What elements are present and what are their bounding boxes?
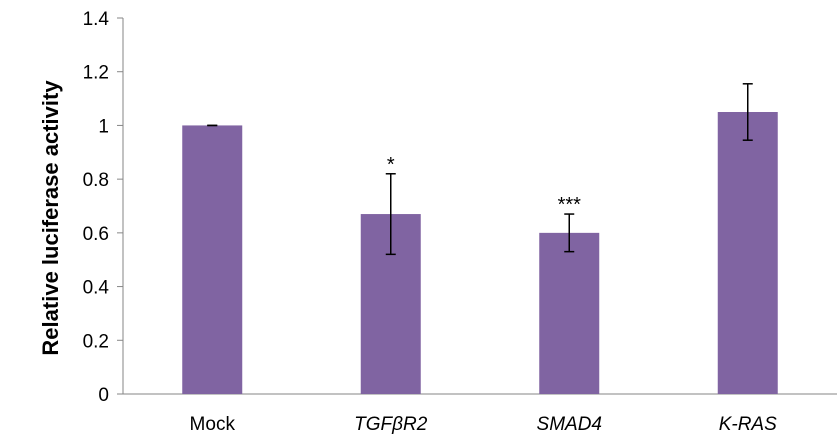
- y-tick-label: 0.6: [83, 224, 109, 245]
- significance-markers: ****: [387, 154, 581, 216]
- bar: [182, 125, 243, 394]
- error-bars-group: [207, 83, 753, 256]
- bar: [539, 232, 600, 394]
- x-tick-label: K-RAS: [719, 414, 777, 435]
- x-tick-label: TGFβR2: [354, 414, 428, 435]
- y-axis-ticks: 0 0.2 0.4 0.6 0.8 1 1.2 1.4: [83, 9, 123, 406]
- y-tick-label: 1.4: [83, 9, 110, 30]
- y-tick-label: 0: [98, 385, 109, 406]
- significance-marker: ***: [558, 194, 582, 216]
- y-tick-label: 0.2: [83, 331, 109, 352]
- x-tick-label: SMAD4: [537, 414, 602, 435]
- y-tick-label: 1.2: [83, 63, 109, 84]
- bars-group: [182, 112, 778, 394]
- y-axis-label: Relative luciferase activity: [38, 80, 63, 356]
- y-tick-label: 1: [98, 116, 109, 137]
- significance-marker: *: [387, 154, 395, 176]
- bar: [717, 112, 778, 394]
- x-tick-label: Mock: [190, 414, 236, 435]
- x-axis-labels: Mock TGFβR2 SMAD4 K-RAS: [190, 414, 778, 435]
- y-tick-label: 0.8: [83, 170, 109, 191]
- y-tick-label: 0.4: [83, 278, 110, 299]
